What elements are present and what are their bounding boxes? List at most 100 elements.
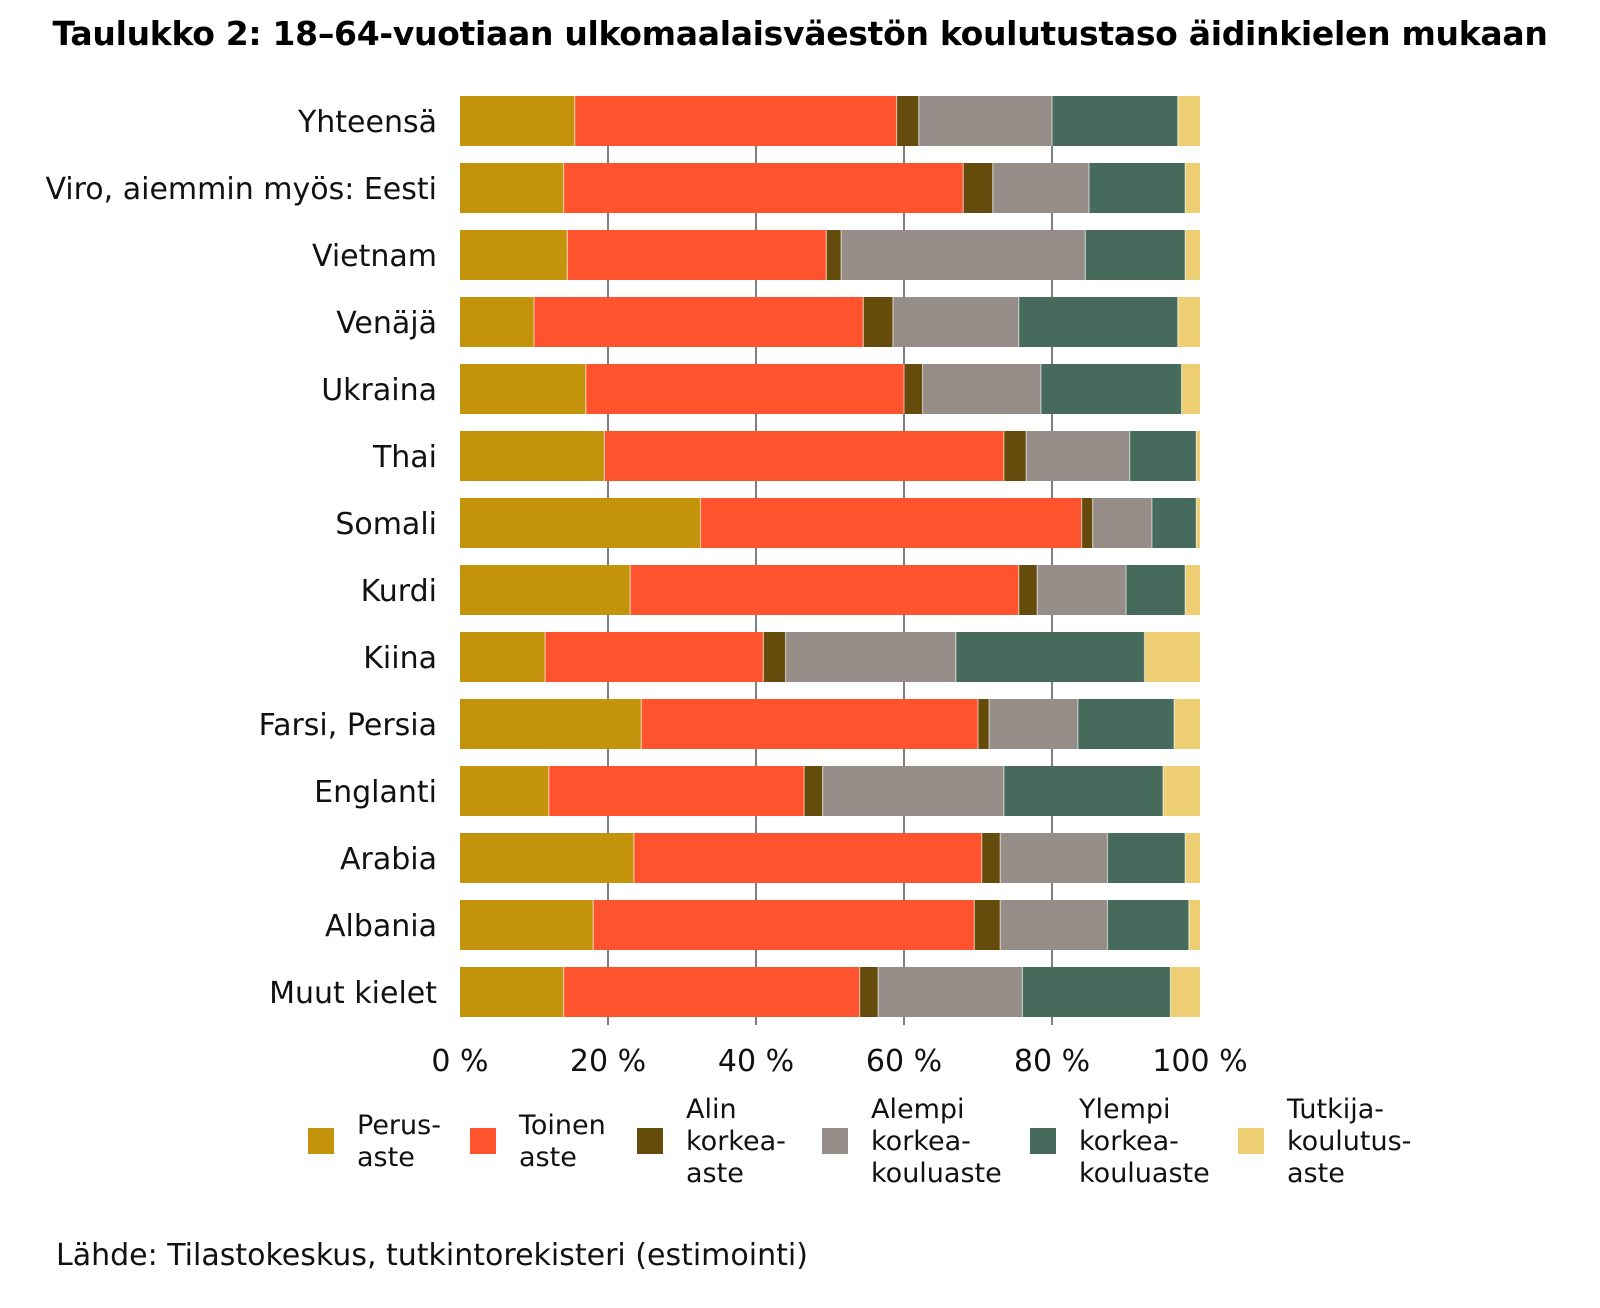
bar-ukraina-perusaste	[460, 364, 586, 414]
bar-muut-kielet-perusaste	[460, 967, 564, 1017]
tick-label: 0 %	[431, 1044, 488, 1079]
bar-albania-toinen-aste	[593, 900, 975, 950]
legend-label-line: Toinen	[518, 1110, 606, 1141]
bar-muut-kielet-alempi-korkeakouluaste	[878, 967, 1023, 1017]
category-labels: Yhteensä Viro, aiemmin myös: Eesti Vietnam…	[45, 105, 437, 1011]
bar-englanti-alin-korkea-aste	[804, 766, 823, 816]
chart-title: Taulukko 2: 18–64-vuotiaan ulkomaalaisvä…	[52, 14, 1548, 53]
category-label-thai: Thai	[372, 440, 437, 475]
bar-kurdi-tutkijakoulutusaste	[1185, 565, 1200, 615]
bar-muut-kielet-ylempi-korkeakouluaste	[1022, 967, 1171, 1017]
legend-label-line: korkea-	[686, 1126, 786, 1157]
bar-albania-ylempi-korkeakouluaste	[1107, 900, 1189, 950]
bar-ukraina-ylempi-korkeakouluaste	[1040, 364, 1182, 414]
bar-arabia-alin-korkea-aste	[981, 833, 1001, 883]
bar-somali-alempi-korkeakouluaste	[1092, 498, 1152, 548]
legend-swatch-tutkijakoulutusaste	[1238, 1128, 1264, 1154]
bar-somali-tutkijakoulutusaste	[1196, 498, 1200, 548]
bar-kiina-toinen-aste	[545, 632, 764, 682]
bar-yhteensa-alempi-korkeakouluaste	[918, 96, 1052, 146]
bar-viro-aiemmin-myos-eesti-toinen-aste	[563, 163, 964, 213]
tick-label: 100 %	[1152, 1044, 1247, 1079]
bar-somali-alin-korkea-aste	[1081, 498, 1093, 548]
bar-kiina-tutkijakoulutusaste	[1144, 632, 1200, 682]
bar-venaja-toinen-aste	[534, 297, 864, 347]
tick-label: 80 %	[1014, 1044, 1090, 1079]
legend-label-line: aste	[357, 1142, 415, 1173]
legend-label-alempi-korkeakouluaste: Alempi korkea-kouluaste	[871, 1094, 1002, 1189]
x-axis-ticks: 0 % 20 % 40 % 60 % 80 % 100 %	[431, 1044, 1247, 1079]
bar-englanti-alempi-korkeakouluaste	[822, 766, 1004, 816]
bar-yhteensa-tutkijakoulutusaste	[1177, 96, 1200, 146]
legend-label-toinen-aste: Toinen aste	[518, 1110, 606, 1173]
bar-farsi-persia-perusaste	[460, 699, 642, 749]
bar-venaja-alempi-korkeakouluaste	[892, 297, 1019, 347]
bar-ukraina-alin-korkea-aste	[904, 364, 923, 414]
bar-muut-kielet-toinen-aste	[563, 967, 860, 1017]
bar-farsi-persia-tutkijakoulutusaste	[1174, 699, 1200, 749]
bar-farsi-persia-alin-korkea-aste	[978, 699, 990, 749]
bar-yhteensa-toinen-aste	[574, 96, 897, 146]
bar-kiina-perusaste	[460, 632, 546, 682]
legend-label-line: Ylempi	[1078, 1094, 1171, 1125]
legend-label-perusaste: Perus-aste	[357, 1110, 441, 1173]
legend-swatch-ylempi-korkeakouluaste	[1030, 1128, 1056, 1154]
category-label-kurdi: Kurdi	[361, 574, 437, 609]
bar-muut-kielet-tutkijakoulutusaste	[1170, 967, 1200, 1017]
bar-albania-perusaste	[460, 900, 594, 950]
bar-kurdi-toinen-aste	[630, 565, 1019, 615]
bar-thai-toinen-aste	[604, 431, 1004, 481]
bar-kurdi-alempi-korkeakouluaste	[1037, 565, 1126, 615]
legend-swatch-alempi-korkeakouluaste	[822, 1128, 848, 1154]
category-label-viro-aiemmin-myos-eesti: Viro, aiemmin myös: Eesti	[45, 172, 437, 207]
bar-farsi-persia-alempi-korkeakouluaste	[989, 699, 1078, 749]
legend-label-line: korkea-	[871, 1126, 971, 1157]
bar-kiina-alempi-korkeakouluaste	[785, 632, 956, 682]
bar-viro-aiemmin-myos-eesti-alempi-korkeakouluaste	[992, 163, 1089, 213]
bar-albania-alempi-korkeakouluaste	[1000, 900, 1108, 950]
bar-viro-aiemmin-myos-eesti-alin-korkea-aste	[963, 163, 993, 213]
bar-ukraina-tutkijakoulutusaste	[1181, 364, 1200, 414]
legend-label-line: koulutus-	[1287, 1126, 1411, 1157]
bar-viro-aiemmin-myos-eesti-tutkijakoulutusaste	[1185, 163, 1200, 213]
bar-venaja-tutkijakoulutusaste	[1177, 297, 1200, 347]
bars	[460, 96, 1200, 1017]
bar-viro-aiemmin-myos-eesti-ylempi-korkeakouluaste	[1089, 163, 1186, 213]
bar-farsi-persia-ylempi-korkeakouluaste	[1077, 699, 1175, 749]
bar-kurdi-ylempi-korkeakouluaste	[1126, 565, 1186, 615]
bar-ukraina-alempi-korkeakouluaste	[922, 364, 1041, 414]
bar-thai-perusaste	[460, 431, 605, 481]
bar-englanti-toinen-aste	[548, 766, 805, 816]
category-label-somali: Somali	[335, 507, 437, 542]
bar-viro-aiemmin-myos-eesti-perusaste	[460, 163, 564, 213]
bar-kurdi-perusaste	[460, 565, 631, 615]
category-label-albania: Albania	[325, 909, 437, 944]
bar-yhteensa-alin-korkea-aste	[896, 96, 919, 146]
bar-somali-ylempi-korkeakouluaste	[1151, 498, 1197, 548]
bar-vietnam-alin-korkea-aste	[826, 230, 842, 280]
legend-swatch-perusaste	[308, 1128, 334, 1154]
bar-ukraina-toinen-aste	[585, 364, 904, 414]
tick-label: 40 %	[718, 1044, 794, 1079]
bar-albania-tutkijakoulutusaste	[1188, 900, 1200, 950]
bar-vietnam-tutkijakoulutusaste	[1185, 230, 1200, 280]
bar-yhteensa-perusaste	[460, 96, 575, 146]
legend-label-tutkijakoulutusaste: Tutkija-koulutus-aste	[1286, 1094, 1411, 1189]
bar-arabia-perusaste	[460, 833, 634, 883]
bar-arabia-tutkijakoulutusaste	[1185, 833, 1200, 883]
bar-thai-alempi-korkeakouluaste	[1026, 431, 1130, 481]
bar-englanti-ylempi-korkeakouluaste	[1003, 766, 1163, 816]
legend-label-alin-korkea-aste: Alin korkea-aste	[686, 1094, 786, 1189]
category-label-vietnam: Vietnam	[312, 239, 437, 274]
legend-label-line: Alin	[686, 1094, 737, 1125]
bar-somali-toinen-aste	[700, 498, 1082, 548]
bar-somali-perusaste	[460, 498, 701, 548]
legend-swatch-alin-korkea-aste	[637, 1128, 663, 1154]
category-label-englanti: Englanti	[314, 775, 437, 810]
source-note: Lähde: Tilastokeskus, tutkintorekisteri …	[56, 1238, 808, 1273]
bar-englanti-tutkijakoulutusaste	[1163, 766, 1200, 816]
bar-vietnam-perusaste	[460, 230, 568, 280]
legend-swatch-toinen-aste	[470, 1128, 496, 1154]
